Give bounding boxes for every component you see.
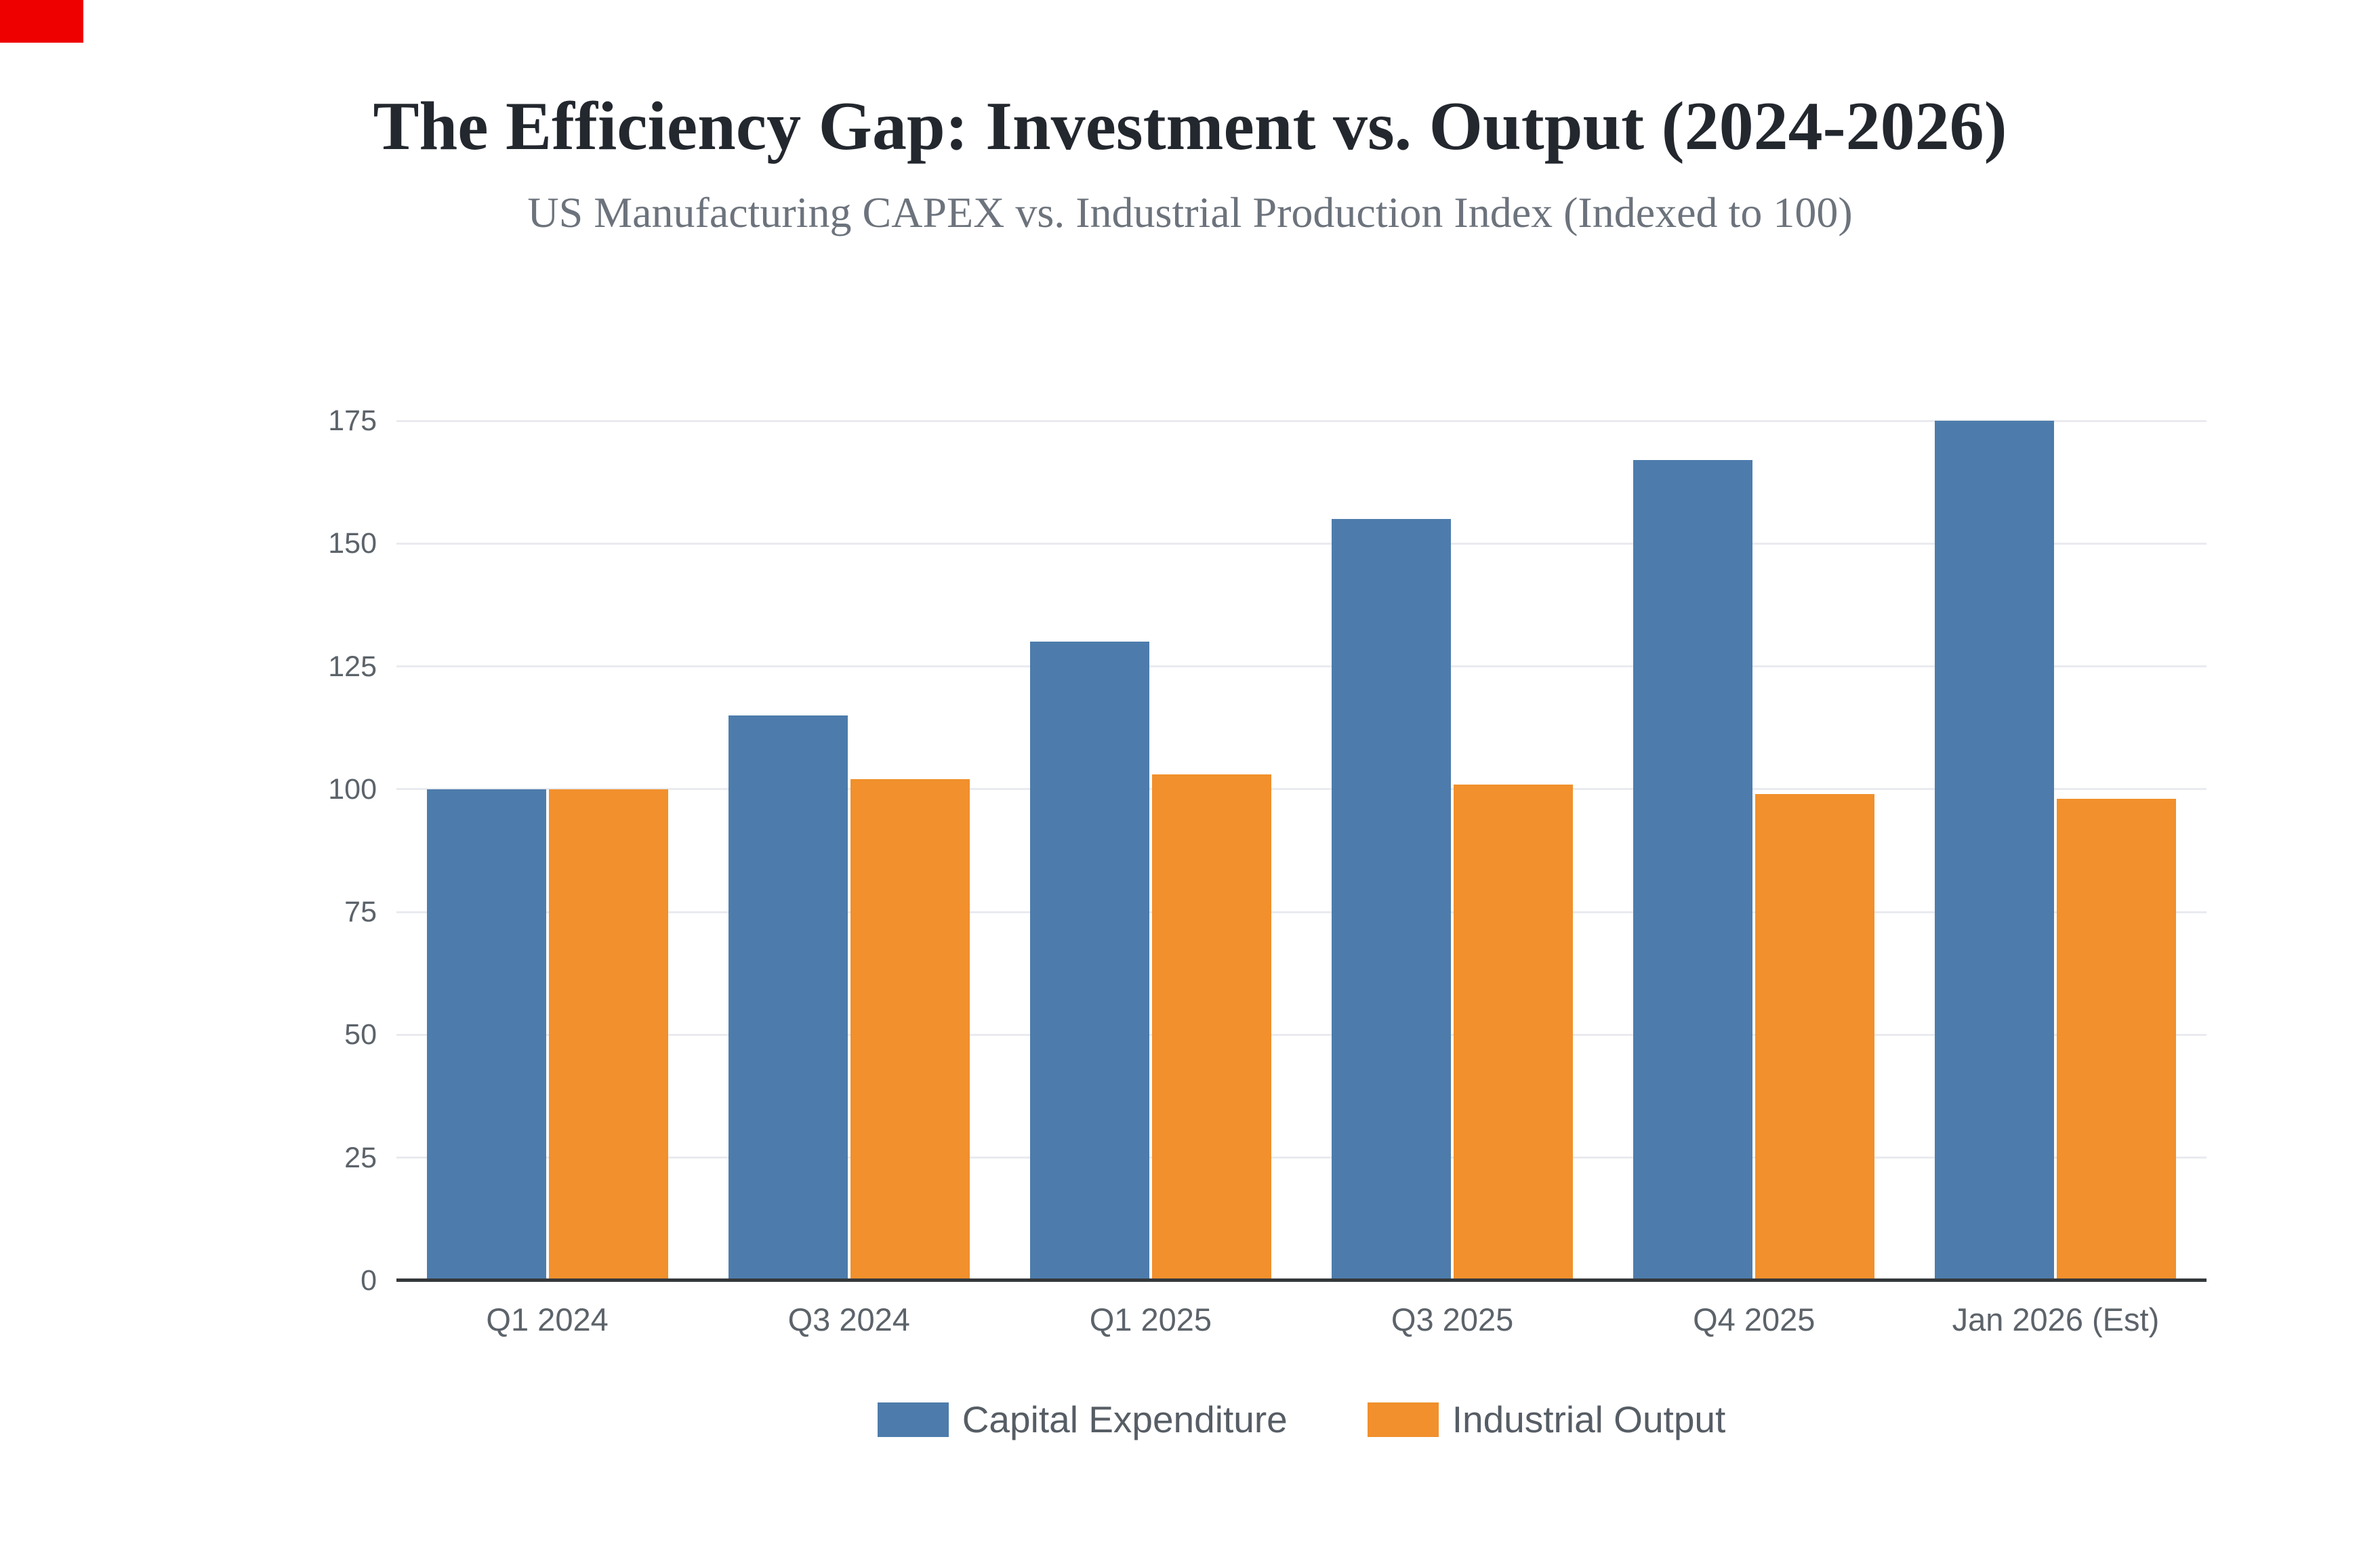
gridline-y-50 bbox=[396, 1033, 2207, 1036]
y-axis-tick-label-25: 25 bbox=[344, 1141, 377, 1174]
output-bar-3 bbox=[1151, 774, 1271, 1281]
chart-subtitle: US Manufacturing CAPEX vs. Industrial Pr… bbox=[527, 188, 1853, 236]
capex-bar-2 bbox=[728, 715, 848, 1281]
output-bar-1 bbox=[548, 789, 668, 1281]
legend-item-capital-expenditure: Capital Expenditure bbox=[877, 1398, 1288, 1440]
legend-swatch-icon bbox=[877, 1402, 949, 1437]
chart-legend: Capital Expenditure Industrial Output bbox=[396, 1400, 2207, 1439]
gridline-y-100 bbox=[396, 788, 2207, 791]
gridline-y-150 bbox=[396, 542, 2207, 545]
capex-bar-1 bbox=[426, 789, 546, 1281]
y-axis-tick-label-150: 150 bbox=[328, 527, 377, 560]
corner-red-marker bbox=[0, 0, 83, 43]
output-bar-2 bbox=[850, 779, 970, 1281]
x-axis-tick-label-4: Q3 2025 bbox=[1391, 1302, 1514, 1337]
legend-item-industrial-output: Industrial Output bbox=[1367, 1398, 1726, 1440]
capex-bar-3 bbox=[1029, 642, 1149, 1281]
chart-title: The Efficiency Gap: Investment vs. Outpu… bbox=[373, 88, 2007, 165]
gridline-y-25 bbox=[396, 1157, 2207, 1159]
capex-bar-4 bbox=[1332, 519, 1452, 1281]
gridline-y-125 bbox=[396, 665, 2207, 668]
legend-swatch-icon bbox=[1367, 1402, 1439, 1437]
output-bar-6 bbox=[2057, 799, 2177, 1281]
x-axis-tick-label-2: Q3 2024 bbox=[787, 1302, 910, 1337]
x-axis-tick-label-6: Jan 2026 (Est) bbox=[1952, 1302, 2160, 1337]
plot-area bbox=[396, 419, 2207, 1282]
capex-bar-6 bbox=[1935, 421, 2055, 1281]
y-axis-tick-label-175: 175 bbox=[328, 404, 377, 437]
x-axis-tick-label-5: Q4 2025 bbox=[1693, 1302, 1815, 1337]
gridline-y-75 bbox=[396, 911, 2207, 913]
output-bar-5 bbox=[1755, 794, 1875, 1281]
y-axis-tick-label-100: 100 bbox=[328, 772, 377, 806]
y-axis-tick-label-75: 75 bbox=[344, 896, 377, 929]
y-axis-tick-label-50: 50 bbox=[344, 1018, 377, 1052]
y-axis-tick-label-0: 0 bbox=[361, 1264, 377, 1297]
capex-bar-5 bbox=[1633, 460, 1753, 1281]
x-axis-line bbox=[396, 1278, 2207, 1282]
y-axis-tick-label-125: 125 bbox=[328, 650, 377, 683]
gridline-y-175 bbox=[396, 419, 2207, 422]
x-axis-tick-label-1: Q1 2024 bbox=[486, 1302, 609, 1337]
legend-label: Capital Expenditure bbox=[962, 1398, 1288, 1440]
output-bar-4 bbox=[1454, 785, 1574, 1281]
x-axis-tick-label-3: Q1 2025 bbox=[1089, 1302, 1212, 1337]
legend-label: Industrial Output bbox=[1452, 1398, 1726, 1440]
